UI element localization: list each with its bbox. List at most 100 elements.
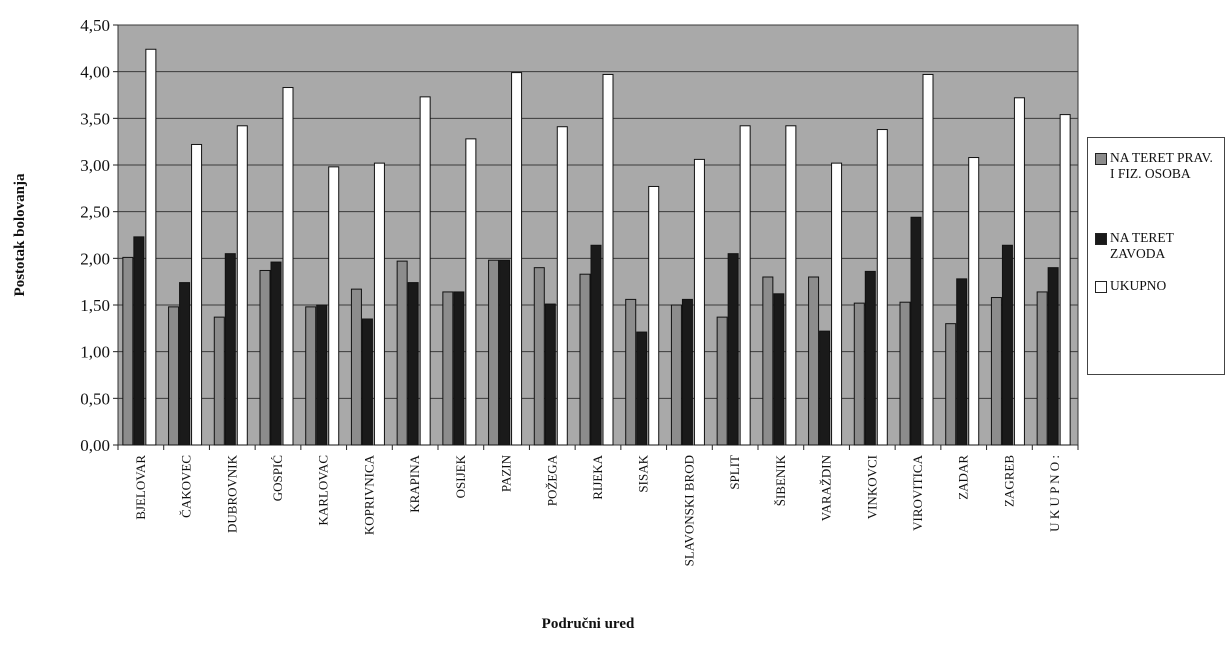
bar bbox=[1001, 244, 1013, 446]
bar bbox=[396, 260, 408, 446]
bar bbox=[968, 157, 980, 446]
bar bbox=[168, 306, 180, 446]
legend: NA TERET PRAV. I FIZ. OSOBA NA TERET ZAV… bbox=[1087, 137, 1225, 375]
bar bbox=[305, 306, 317, 446]
bar bbox=[213, 316, 225, 446]
x-tick-label: KRAPINA bbox=[407, 454, 422, 512]
x-tick-label: RIJEKA bbox=[590, 454, 605, 499]
y-tick-label: 4,00 bbox=[80, 63, 110, 82]
y-tick-label: 0,50 bbox=[80, 389, 110, 408]
bar bbox=[328, 166, 340, 446]
x-tick-label: POŽEGA bbox=[544, 454, 559, 506]
y-tick-label: 1,00 bbox=[80, 343, 110, 362]
x-axis-title: Područni ured bbox=[542, 616, 635, 632]
bar bbox=[224, 253, 236, 446]
legend-swatch-ukupno bbox=[1095, 281, 1107, 293]
bar bbox=[465, 138, 477, 446]
bar bbox=[716, 316, 728, 446]
y-tick-label: 2,50 bbox=[80, 203, 110, 222]
bar bbox=[831, 162, 843, 446]
bar bbox=[282, 87, 294, 446]
bar bbox=[350, 288, 362, 446]
bar bbox=[819, 330, 831, 446]
y-axis-ticks: 0,00 0,50 1,00 1,50 2,00 2,50 3,00 3,50 4,00 4,50 bbox=[80, 16, 118, 455]
y-tick-label: 3,50 bbox=[80, 109, 110, 128]
bar bbox=[864, 270, 876, 446]
bar bbox=[373, 162, 385, 446]
x-tick-label: VARAŽDIN bbox=[819, 454, 834, 521]
x-tick-label: SLAVONSKI BROD bbox=[681, 455, 696, 566]
bar bbox=[511, 72, 523, 446]
x-tick-label: ZAGREB bbox=[1001, 455, 1016, 507]
bar bbox=[773, 293, 785, 446]
x-tick-label: ZADAR bbox=[956, 455, 971, 500]
x-tick-label: DUBROVNIK bbox=[224, 454, 239, 533]
x-tick-label: GOSPIĆ bbox=[270, 455, 285, 501]
bar bbox=[191, 143, 203, 446]
bar bbox=[899, 301, 911, 446]
bar bbox=[236, 125, 248, 446]
bar bbox=[270, 261, 282, 446]
bar bbox=[625, 298, 637, 446]
x-tick-label: VINKOVCI bbox=[864, 455, 879, 519]
bar bbox=[122, 256, 134, 446]
bar bbox=[556, 126, 568, 446]
x-tick-label: ŠIBENIK bbox=[773, 454, 788, 506]
bar bbox=[499, 259, 511, 446]
bar bbox=[602, 73, 614, 446]
x-tick-label: PAZIN bbox=[499, 454, 514, 492]
bar bbox=[442, 291, 454, 446]
y-tick-label: 0,00 bbox=[80, 436, 110, 455]
legend-item-pravne-osobe: NA TERET PRAV. I FIZ. OSOBA bbox=[1095, 150, 1220, 182]
bar bbox=[876, 129, 888, 446]
bar bbox=[145, 48, 157, 446]
bar bbox=[727, 253, 739, 446]
legend-swatch-zavod bbox=[1095, 233, 1107, 245]
bar bbox=[179, 282, 191, 446]
x-tick-label: SPLIT bbox=[727, 455, 742, 490]
bar bbox=[1036, 291, 1048, 446]
x-tick-label: OSIJEK bbox=[453, 454, 468, 498]
bar bbox=[648, 185, 660, 446]
x-tick-label: U K U P N O : bbox=[1047, 455, 1062, 532]
legend-item-ukupno: UKUPNO bbox=[1095, 278, 1220, 294]
bar bbox=[670, 304, 682, 446]
x-tick-label: ČAKOVEC bbox=[179, 455, 194, 518]
bar bbox=[910, 216, 922, 446]
bar bbox=[407, 282, 419, 446]
legend-label-ukupno: UKUPNO bbox=[1110, 278, 1167, 293]
bar bbox=[681, 298, 693, 446]
bar bbox=[544, 303, 556, 446]
legend-label-zavod: NA TERET ZAVODA bbox=[1110, 230, 1174, 261]
x-axis-ticks: BJELOVAR ČAKOVEC DUBROVNIK GOSPIĆ KARLOVAC KO… bbox=[117, 445, 1079, 566]
y-tick-label: 2,00 bbox=[80, 249, 110, 268]
bar bbox=[590, 244, 602, 446]
legend-swatch-pravne-osobe bbox=[1095, 153, 1107, 165]
bars bbox=[122, 48, 1071, 446]
y-tick-label: 3,00 bbox=[80, 156, 110, 175]
bar bbox=[453, 291, 465, 446]
bar bbox=[488, 259, 500, 446]
bar bbox=[762, 276, 774, 446]
bar bbox=[636, 331, 648, 446]
bar bbox=[1047, 267, 1059, 446]
y-tick-label: 1,50 bbox=[80, 296, 110, 315]
bar bbox=[922, 73, 934, 446]
bar bbox=[1059, 114, 1071, 446]
bar bbox=[133, 236, 145, 446]
bar bbox=[579, 273, 591, 446]
x-tick-label: BJELOVAR bbox=[133, 455, 148, 520]
bar bbox=[990, 297, 1002, 446]
legend-label-pravne-osobe: NA TERET PRAV. I FIZ. OSOBA bbox=[1110, 150, 1213, 181]
bar bbox=[419, 96, 431, 446]
x-tick-label: KOPRIVNICA bbox=[361, 454, 376, 535]
bar bbox=[808, 276, 820, 446]
bar bbox=[1013, 97, 1025, 446]
bar bbox=[785, 125, 797, 446]
bar bbox=[693, 158, 705, 446]
y-axis-title: Postotak bolovanja bbox=[12, 173, 28, 296]
x-tick-label: KARLOVAC bbox=[316, 455, 331, 526]
x-tick-label: SISAK bbox=[636, 454, 651, 492]
bar bbox=[259, 269, 271, 446]
